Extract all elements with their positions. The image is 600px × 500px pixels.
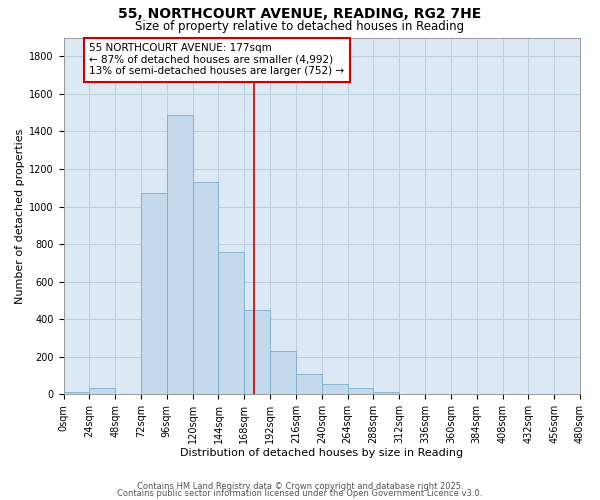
Bar: [141, 194, 167, 394]
Bar: [218, 252, 244, 394]
Bar: [296, 374, 322, 394]
Bar: [322, 384, 347, 394]
Bar: [244, 310, 270, 394]
Bar: [347, 388, 373, 394]
Text: Contains public sector information licensed under the Open Government Licence v3: Contains public sector information licen…: [118, 489, 482, 498]
Y-axis label: Number of detached properties: Number of detached properties: [15, 128, 25, 304]
X-axis label: Distribution of detached houses by size in Reading: Distribution of detached houses by size …: [180, 448, 463, 458]
Bar: [373, 392, 399, 394]
Text: 55 NORTHCOURT AVENUE: 177sqm
← 87% of detached houses are smaller (4,992)
13% of: 55 NORTHCOURT AVENUE: 177sqm ← 87% of de…: [89, 43, 344, 76]
Text: Contains HM Land Registry data © Crown copyright and database right 2025.: Contains HM Land Registry data © Crown c…: [137, 482, 463, 491]
Bar: [167, 114, 193, 394]
Bar: [64, 392, 89, 394]
Text: 55, NORTHCOURT AVENUE, READING, RG2 7HE: 55, NORTHCOURT AVENUE, READING, RG2 7HE: [118, 8, 482, 22]
Bar: [89, 388, 115, 394]
Bar: [270, 351, 296, 395]
Bar: [193, 182, 218, 394]
Text: Size of property relative to detached houses in Reading: Size of property relative to detached ho…: [136, 20, 464, 33]
